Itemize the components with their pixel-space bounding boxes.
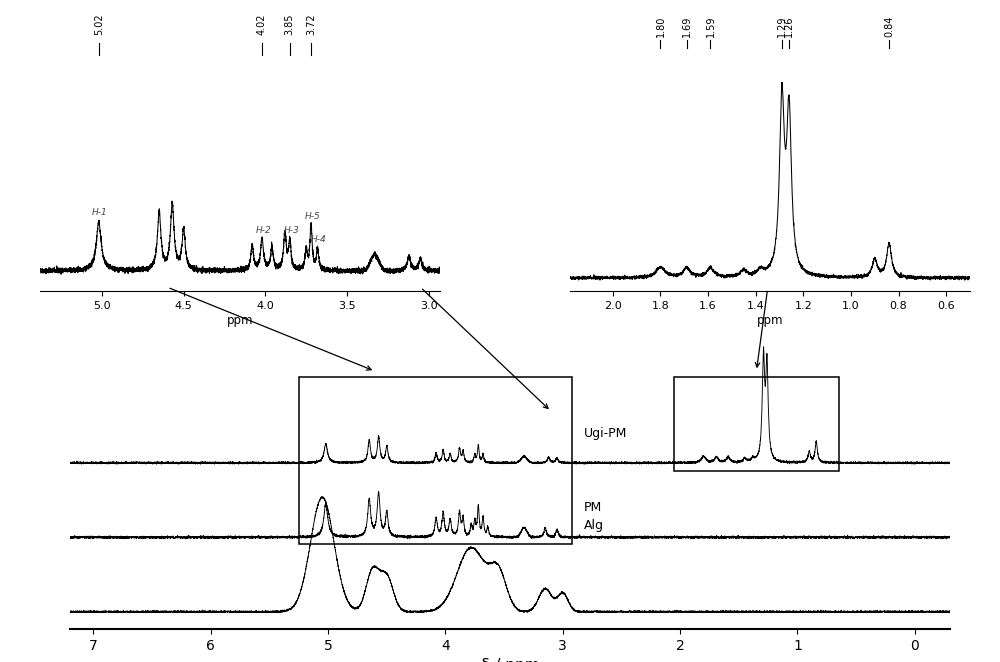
Text: 0.84: 0.84 [884,16,894,37]
Text: PM: PM [584,501,602,514]
Text: 1.80: 1.80 [655,16,665,37]
Text: 1.69: 1.69 [682,16,692,37]
Text: H-4: H-4 [311,236,327,244]
X-axis label: ppm: ppm [757,314,783,327]
X-axis label: ppm: ppm [227,314,253,327]
Text: 1.29: 1.29 [777,16,787,37]
Text: 5.02: 5.02 [94,13,104,34]
Text: H-5: H-5 [304,213,320,221]
Text: 1.59: 1.59 [705,16,715,37]
Text: 1.26: 1.26 [784,16,794,37]
Text: H-1: H-1 [92,209,108,217]
Bar [674,377,839,471]
Bar [299,377,572,544]
X-axis label: δ / ppm: δ / ppm [481,658,539,662]
Text: 4.02: 4.02 [257,13,267,34]
Text: 3.72: 3.72 [306,13,316,34]
Text: Alg: Alg [584,518,604,532]
Text: 3.85: 3.85 [285,13,295,34]
Text: H-3: H-3 [283,226,299,235]
Text: Ugi-PM: Ugi-PM [584,427,627,440]
Text: H-2: H-2 [256,226,271,235]
